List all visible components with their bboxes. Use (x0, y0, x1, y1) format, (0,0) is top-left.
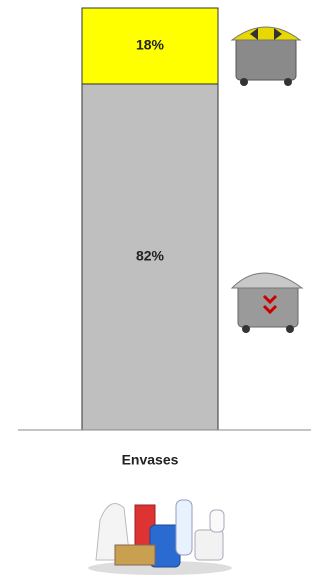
packaging-icon (88, 500, 232, 575)
yellow-bin-icon (232, 27, 300, 86)
gray-bin-icon (232, 273, 302, 333)
chart: 82% 18% Envases (0, 0, 311, 579)
value-label: 82% (136, 248, 165, 264)
value-label: 18% (136, 37, 165, 53)
x-tick-label: Envases (122, 452, 179, 468)
